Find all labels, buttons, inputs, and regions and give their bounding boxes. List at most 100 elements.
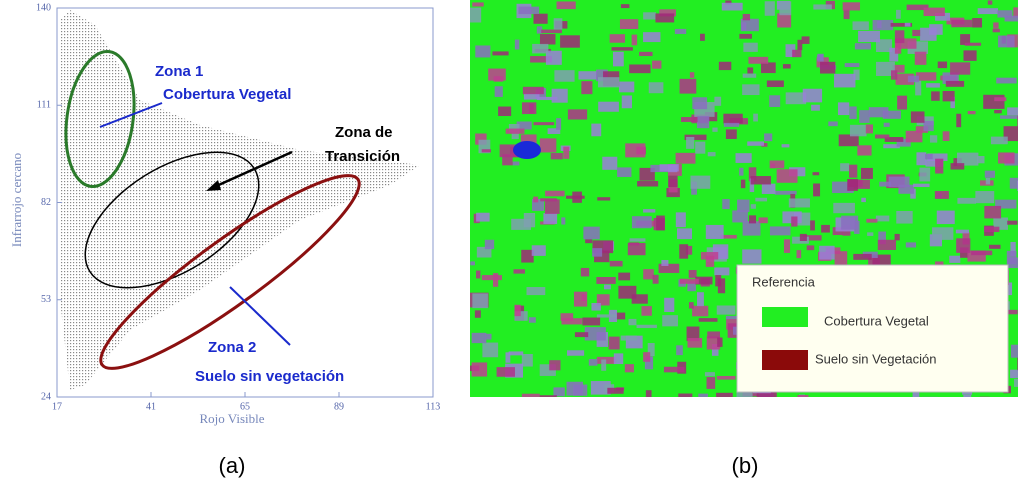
texture bbox=[583, 227, 599, 240]
texture bbox=[625, 143, 645, 157]
texture bbox=[994, 110, 1002, 113]
texture bbox=[567, 382, 583, 396]
texture bbox=[475, 45, 490, 57]
texture bbox=[1000, 115, 1018, 118]
texture bbox=[639, 52, 652, 56]
texture bbox=[1014, 379, 1018, 387]
texture bbox=[660, 164, 679, 171]
texture bbox=[529, 317, 536, 322]
texture bbox=[598, 77, 619, 87]
annotation: Zona 2 bbox=[208, 339, 256, 356]
texture bbox=[797, 40, 802, 50]
texture bbox=[495, 86, 503, 97]
legend-title: Referencia bbox=[752, 274, 816, 289]
texture bbox=[993, 22, 998, 28]
texture bbox=[845, 63, 860, 67]
legend-swatch bbox=[762, 350, 808, 370]
texture bbox=[578, 71, 597, 79]
texture bbox=[554, 70, 574, 82]
texture bbox=[690, 176, 710, 189]
texture bbox=[968, 111, 976, 114]
texture bbox=[486, 334, 492, 340]
texture bbox=[522, 354, 533, 367]
texture bbox=[926, 83, 940, 87]
texture bbox=[532, 245, 546, 256]
texture bbox=[937, 211, 955, 224]
texture bbox=[545, 199, 560, 214]
annotation: Transición bbox=[325, 148, 400, 165]
texture bbox=[722, 199, 729, 209]
texture bbox=[1010, 178, 1018, 189]
texture bbox=[741, 180, 745, 189]
texture bbox=[951, 20, 972, 27]
texture bbox=[853, 21, 869, 30]
texture bbox=[993, 29, 1000, 32]
texture bbox=[889, 177, 910, 188]
texture bbox=[896, 10, 901, 19]
texture bbox=[985, 171, 995, 178]
texture bbox=[610, 261, 623, 267]
texture bbox=[986, 178, 990, 184]
texture bbox=[789, 198, 810, 207]
texture bbox=[792, 50, 801, 57]
texture bbox=[751, 176, 771, 184]
texture bbox=[561, 318, 582, 324]
texture bbox=[678, 394, 692, 403]
texture bbox=[859, 110, 869, 123]
texture bbox=[919, 168, 930, 182]
texture bbox=[556, 118, 561, 130]
water bbox=[513, 141, 541, 159]
texture bbox=[930, 135, 937, 142]
texture bbox=[689, 302, 694, 308]
texture bbox=[563, 147, 569, 159]
texture bbox=[838, 102, 849, 115]
texture bbox=[540, 34, 556, 44]
texture bbox=[719, 62, 731, 70]
texture bbox=[777, 169, 798, 183]
texture bbox=[695, 142, 705, 154]
texture bbox=[604, 285, 611, 290]
texture bbox=[643, 32, 660, 42]
texture bbox=[470, 8, 481, 23]
texture bbox=[1008, 310, 1018, 314]
caption: (a) bbox=[219, 453, 246, 478]
texture bbox=[884, 123, 890, 127]
texture bbox=[726, 129, 737, 139]
texture bbox=[753, 114, 758, 122]
legend-label: Suelo sin Vegetación bbox=[815, 351, 936, 366]
x-tick-label: 65 bbox=[240, 401, 250, 412]
texture bbox=[533, 197, 538, 203]
texture bbox=[853, 254, 871, 260]
texture bbox=[743, 14, 750, 20]
texture bbox=[762, 184, 776, 194]
texture bbox=[706, 225, 724, 239]
texture bbox=[844, 10, 850, 19]
texture bbox=[980, 397, 990, 402]
texture bbox=[472, 2, 483, 6]
texture bbox=[476, 271, 480, 279]
annotation: Cobertura Vegetal bbox=[163, 86, 291, 103]
texture bbox=[737, 200, 749, 212]
texture bbox=[540, 395, 557, 409]
texture bbox=[769, 95, 780, 107]
texture bbox=[957, 198, 976, 204]
texture bbox=[736, 153, 752, 163]
annotation: Zona de bbox=[335, 124, 393, 141]
texture bbox=[956, 238, 970, 253]
texture bbox=[616, 313, 625, 320]
texture bbox=[621, 4, 629, 8]
texture bbox=[833, 203, 855, 213]
texture bbox=[765, 1, 775, 16]
texture bbox=[482, 275, 502, 280]
texture bbox=[622, 95, 632, 108]
texture bbox=[777, 13, 791, 27]
texture bbox=[748, 57, 768, 64]
texture bbox=[924, 121, 934, 131]
texture bbox=[782, 144, 790, 147]
texture bbox=[896, 211, 912, 224]
texture bbox=[767, 80, 784, 86]
texture bbox=[963, 50, 976, 60]
texture bbox=[783, 64, 791, 68]
texture bbox=[913, 184, 930, 187]
texture bbox=[797, 395, 808, 407]
